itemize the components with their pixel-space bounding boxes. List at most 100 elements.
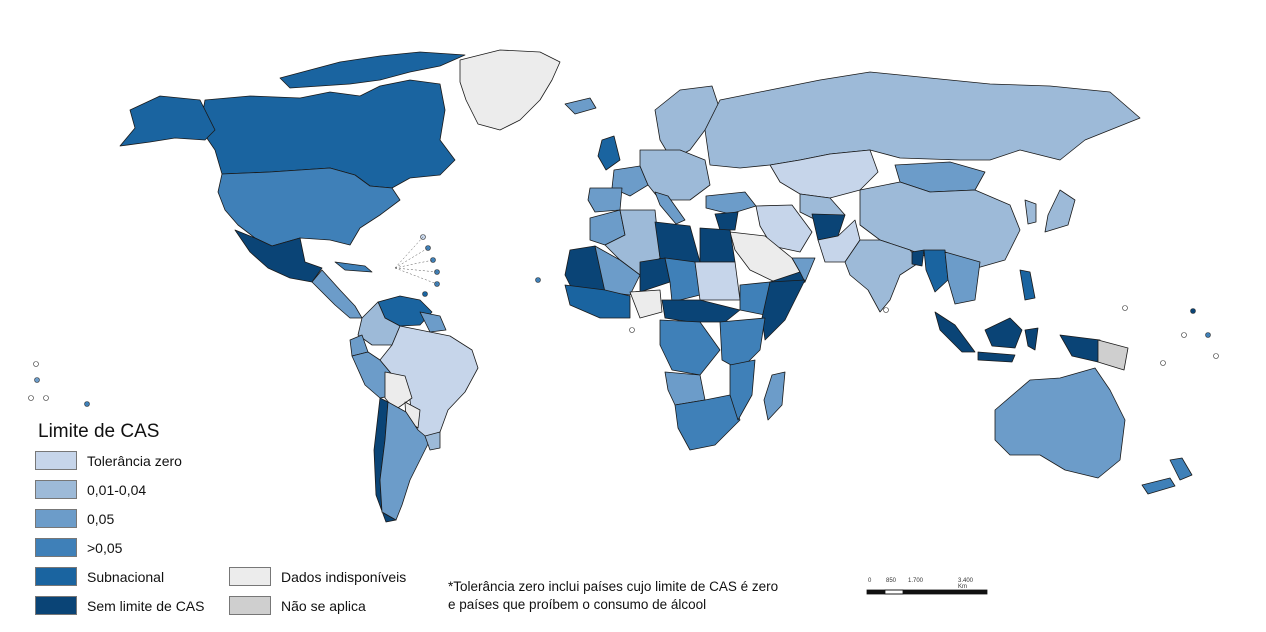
- legend-item-sem-limite: Sem limite de CAS: [35, 596, 204, 615]
- region-central-europe[interactable]: [639, 149, 711, 201]
- region-mozambique[interactable]: [729, 359, 756, 421]
- region-borneo[interactable]: [984, 317, 1023, 349]
- island-marker: [28, 395, 34, 401]
- region-myanmar[interactable]: [923, 249, 949, 293]
- region-congo[interactable]: [659, 319, 721, 376]
- legend-label: Dados indisponíveis: [281, 568, 407, 585]
- region-alaska[interactable]: [119, 95, 216, 147]
- legend-label: Sem limite de CAS: [87, 597, 205, 614]
- region-australia[interactable]: [994, 367, 1126, 479]
- region-oman[interactable]: [791, 257, 816, 283]
- island-marker: [535, 277, 541, 283]
- region-korea[interactable]: [1024, 199, 1037, 225]
- legend-swatch: [35, 567, 77, 586]
- region-usa[interactable]: [217, 167, 401, 247]
- legend-item-gt-005: >0,05: [35, 538, 122, 557]
- region-mali[interactable]: [594, 245, 641, 296]
- region-png[interactable]: [1097, 339, 1129, 371]
- region-niger[interactable]: [639, 257, 671, 293]
- scale-label-0: 0: [868, 578, 872, 584]
- region-greenland[interactable]: [459, 49, 561, 131]
- region-syria[interactable]: [714, 211, 739, 231]
- region-central-america[interactable]: [311, 269, 363, 319]
- island-marker: [1181, 332, 1187, 338]
- legend-swatch: [35, 596, 77, 615]
- legend-swatch: [229, 567, 271, 586]
- scale-label-850: 850: [886, 578, 897, 584]
- island-marker: [629, 327, 635, 333]
- island-marker: [1213, 353, 1219, 359]
- scale-label-3400: 3.400 Km: [958, 578, 974, 590]
- region-sulawesi[interactable]: [1024, 327, 1039, 351]
- island-marker: [883, 307, 889, 313]
- region-philippines[interactable]: [1019, 269, 1036, 301]
- island-marker: [434, 269, 440, 275]
- region-chad[interactable]: [664, 257, 701, 303]
- legend-label: >0,05: [87, 539, 123, 556]
- legend-item-005: 0,05: [35, 509, 114, 528]
- region-new-zealand-north[interactable]: [1169, 457, 1193, 481]
- legend-item-dados-indisponiveis: Dados indisponíveis: [229, 567, 406, 586]
- legend-title: Limite de CAS: [38, 421, 160, 442]
- region-east-africa[interactable]: [719, 317, 766, 371]
- region-madagascar[interactable]: [763, 371, 786, 421]
- island-marker: [1122, 305, 1128, 311]
- scale-label-1700: 1.700: [908, 578, 924, 584]
- legend-label: Não se aplica: [281, 597, 366, 614]
- region-japan[interactable]: [1044, 189, 1076, 233]
- region-egypt[interactable]: [699, 227, 736, 263]
- region-nigeria[interactable]: [629, 289, 663, 319]
- island-marker: [425, 245, 431, 251]
- island-marker: [84, 401, 90, 407]
- region-somalia[interactable]: [761, 279, 806, 341]
- legend-label: Subnacional: [87, 568, 165, 585]
- legend-label: Tolerância zero: [87, 452, 182, 469]
- island-marker: [43, 395, 49, 401]
- region-guianas[interactable]: [419, 311, 447, 333]
- island-marker: [422, 291, 428, 297]
- legend-swatch: [35, 509, 77, 528]
- island-marker: [1190, 308, 1196, 314]
- legend-item-tolerancia-zero: Tolerância zero: [35, 451, 182, 470]
- region-southern-africa[interactable]: [674, 394, 741, 451]
- region-central-africa[interactable]: [661, 299, 741, 323]
- region-new-zealand-south[interactable]: [1141, 477, 1176, 495]
- footnote-line-1: *Tolerância zero inclui países cujo limi…: [448, 579, 779, 594]
- region-kazakhstan[interactable]: [769, 149, 879, 199]
- region-russia[interactable]: [704, 71, 1141, 169]
- region-italy[interactable]: [654, 191, 686, 225]
- region-bolivia[interactable]: [384, 371, 413, 411]
- island-marker: [34, 377, 40, 383]
- legend-swatch: [35, 480, 77, 499]
- island-marker: [1160, 360, 1166, 366]
- legend-swatch: [229, 596, 271, 615]
- region-iceland[interactable]: [564, 97, 597, 115]
- region-turkey[interactable]: [705, 191, 757, 215]
- region-new-guinea[interactable]: [1059, 334, 1101, 363]
- legend-swatch: [35, 538, 77, 557]
- region-canada-arctic-islands[interactable]: [279, 51, 466, 89]
- footnote: *Tolerância zero inclui países cujo limi…: [448, 578, 778, 614]
- region-uk[interactable]: [597, 135, 621, 171]
- region-sudan[interactable]: [694, 261, 741, 301]
- region-india[interactable]: [844, 239, 921, 313]
- region-java[interactable]: [977, 351, 1016, 363]
- region-uruguay[interactable]: [424, 431, 441, 451]
- island-marker: [1205, 332, 1211, 338]
- island-marker: [430, 257, 436, 263]
- region-cuba[interactable]: [334, 261, 373, 273]
- legend-item-001-004: 0,01-0,04: [35, 480, 146, 499]
- legend-swatch: [35, 451, 77, 470]
- region-mexico[interactable]: [234, 229, 323, 283]
- region-angola[interactable]: [664, 371, 706, 406]
- region-iberia[interactable]: [587, 187, 623, 213]
- footnote-line-2: e países que proíbem o consumo de álcool: [448, 597, 707, 612]
- region-sumatra[interactable]: [934, 311, 976, 353]
- island-marker: [33, 361, 39, 367]
- region-bangladesh[interactable]: [911, 249, 925, 267]
- region-indochina[interactable]: [944, 251, 981, 305]
- region-west-coast[interactable]: [564, 284, 631, 319]
- region-argentina[interactable]: [379, 401, 431, 521]
- scale-bar-graphic: [866, 589, 988, 595]
